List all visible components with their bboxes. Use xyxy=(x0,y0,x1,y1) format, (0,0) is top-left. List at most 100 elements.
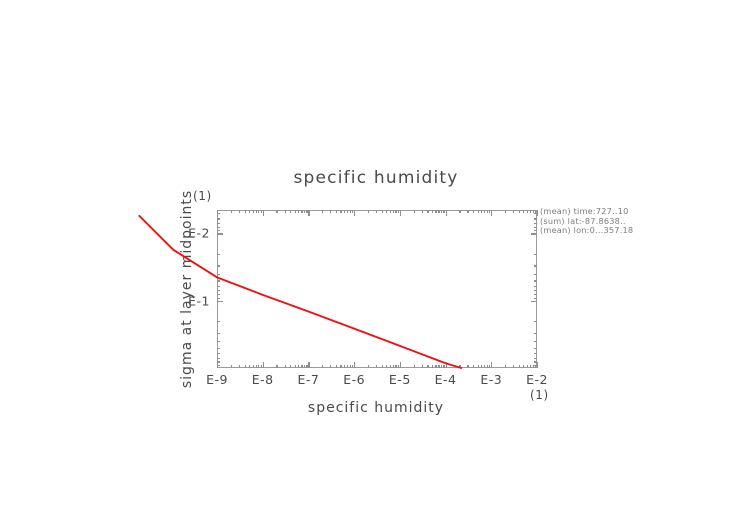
x-tick-minor xyxy=(435,365,437,368)
y-tick-minor xyxy=(217,280,220,282)
x-axis-title: specific humidity xyxy=(307,400,445,416)
x-tick-minor-top xyxy=(397,210,399,213)
x-tick-minor-top xyxy=(230,210,232,213)
x-tick-minor-top xyxy=(473,210,475,213)
x-tick-minor-top xyxy=(298,210,300,213)
x-tick-minor xyxy=(523,365,525,368)
x-tick-major-top xyxy=(262,210,264,216)
x-tick-minor-top xyxy=(260,210,262,213)
y-tick-minor-right xyxy=(534,285,537,287)
x-tick-minor xyxy=(438,365,440,368)
x-tick-minor-top xyxy=(344,210,346,213)
x-tick-minor xyxy=(284,365,286,368)
x-tick-minor-top xyxy=(467,210,469,213)
plot-frame xyxy=(217,210,537,368)
x-tick-minor-top xyxy=(252,210,254,213)
x-tick-major xyxy=(537,362,539,368)
x-tick-label: E-9 xyxy=(206,372,228,387)
x-tick-minor xyxy=(230,365,232,368)
x-tick-label: E-4 xyxy=(434,372,457,387)
x-tick-minor-top xyxy=(335,210,338,213)
x-tick-major xyxy=(445,362,447,368)
x-tick-minor-top xyxy=(322,210,324,213)
y-tick-minor xyxy=(217,361,220,363)
x-tick-minor-top xyxy=(481,210,483,213)
x-tick-minor-top xyxy=(290,210,292,213)
y-tick-minor xyxy=(217,364,220,367)
y-tick-minor-right xyxy=(534,218,537,220)
x-tick-minor xyxy=(248,365,251,368)
x-tick-minor xyxy=(413,365,415,368)
y-tick-minor xyxy=(217,273,220,276)
y-tick-label: E-2 xyxy=(188,225,210,241)
x-tick-minor-top xyxy=(529,210,532,213)
x-tick-minor-top xyxy=(255,210,257,213)
x-tick-minor-top xyxy=(532,210,534,213)
x-tick-minor xyxy=(513,365,515,368)
x-tick-major xyxy=(262,362,264,368)
x-axis-units-label: (1) xyxy=(530,388,549,402)
y-tick-label: E-1 xyxy=(188,293,210,309)
x-tick-minor xyxy=(349,365,351,368)
x-tick-minor xyxy=(335,365,338,368)
x-tick-minor-top xyxy=(431,210,433,213)
x-tick-minor xyxy=(534,365,537,368)
x-tick-minor xyxy=(238,365,240,368)
y-tick-minor xyxy=(217,230,220,232)
x-tick-minor xyxy=(347,365,349,368)
x-tick-minor xyxy=(486,365,489,368)
x-tick-minor-top xyxy=(375,210,378,213)
y-tick-minor xyxy=(217,347,220,349)
x-tick-minor xyxy=(244,365,246,368)
x-tick-label: E-7 xyxy=(297,372,320,387)
x-tick-minor-top xyxy=(276,210,278,213)
annotation-line-lat: (sum) lat:-87.8638.. xyxy=(540,216,626,226)
x-tick-minor xyxy=(441,365,443,368)
x-tick-minor-top xyxy=(443,210,445,213)
x-tick-minor-top xyxy=(381,210,383,213)
x-tick-minor xyxy=(340,365,342,368)
x-tick-minor-top xyxy=(352,210,354,213)
x-tick-minor-top xyxy=(505,210,507,213)
x-tick-minor-top xyxy=(284,210,286,213)
x-tick-minor-top xyxy=(238,210,240,213)
y-tick-minor xyxy=(217,218,220,220)
x-tick-label: E-2 xyxy=(526,372,548,387)
x-tick-minor-top xyxy=(435,210,437,213)
y-tick-minor-right xyxy=(534,361,537,363)
x-tick-minor xyxy=(252,365,254,368)
x-tick-minor-top xyxy=(303,210,306,213)
x-tick-major-top xyxy=(491,210,493,216)
x-tick-minor-top xyxy=(441,210,443,213)
x-tick-minor xyxy=(258,365,260,368)
y-tick-minor xyxy=(217,290,220,292)
y-tick-minor xyxy=(217,357,220,359)
y-tick-minor xyxy=(217,300,220,302)
y-tick-minor-right xyxy=(534,265,537,267)
x-tick-label: E-6 xyxy=(343,372,366,387)
x-tick-minor xyxy=(303,365,306,368)
x-tick-minor-top xyxy=(389,210,391,213)
x-tick-minor xyxy=(518,365,520,368)
x-tick-minor xyxy=(352,365,354,368)
x-tick-minor xyxy=(477,365,479,368)
y-tick-minor-right xyxy=(534,226,537,228)
x-tick-major-top xyxy=(537,210,539,216)
y-tick-minor xyxy=(217,213,220,215)
y-axis-units-label: (1) xyxy=(193,189,212,203)
x-tick-minor xyxy=(459,365,461,368)
x-tick-minor-top xyxy=(386,210,388,213)
x-tick-minor-top xyxy=(301,210,303,213)
x-tick-minor xyxy=(484,365,486,368)
x-tick-minor-top xyxy=(459,210,461,213)
y-tick-minor xyxy=(217,332,220,334)
x-tick-minor xyxy=(301,365,303,368)
x-tick-minor xyxy=(381,365,383,368)
x-tick-minor xyxy=(467,365,469,368)
y-tick-minor xyxy=(217,297,220,299)
x-tick-minor xyxy=(306,365,308,368)
x-tick-minor-top xyxy=(518,210,520,213)
y-tick-minor xyxy=(217,233,220,235)
x-tick-minor xyxy=(276,365,278,368)
